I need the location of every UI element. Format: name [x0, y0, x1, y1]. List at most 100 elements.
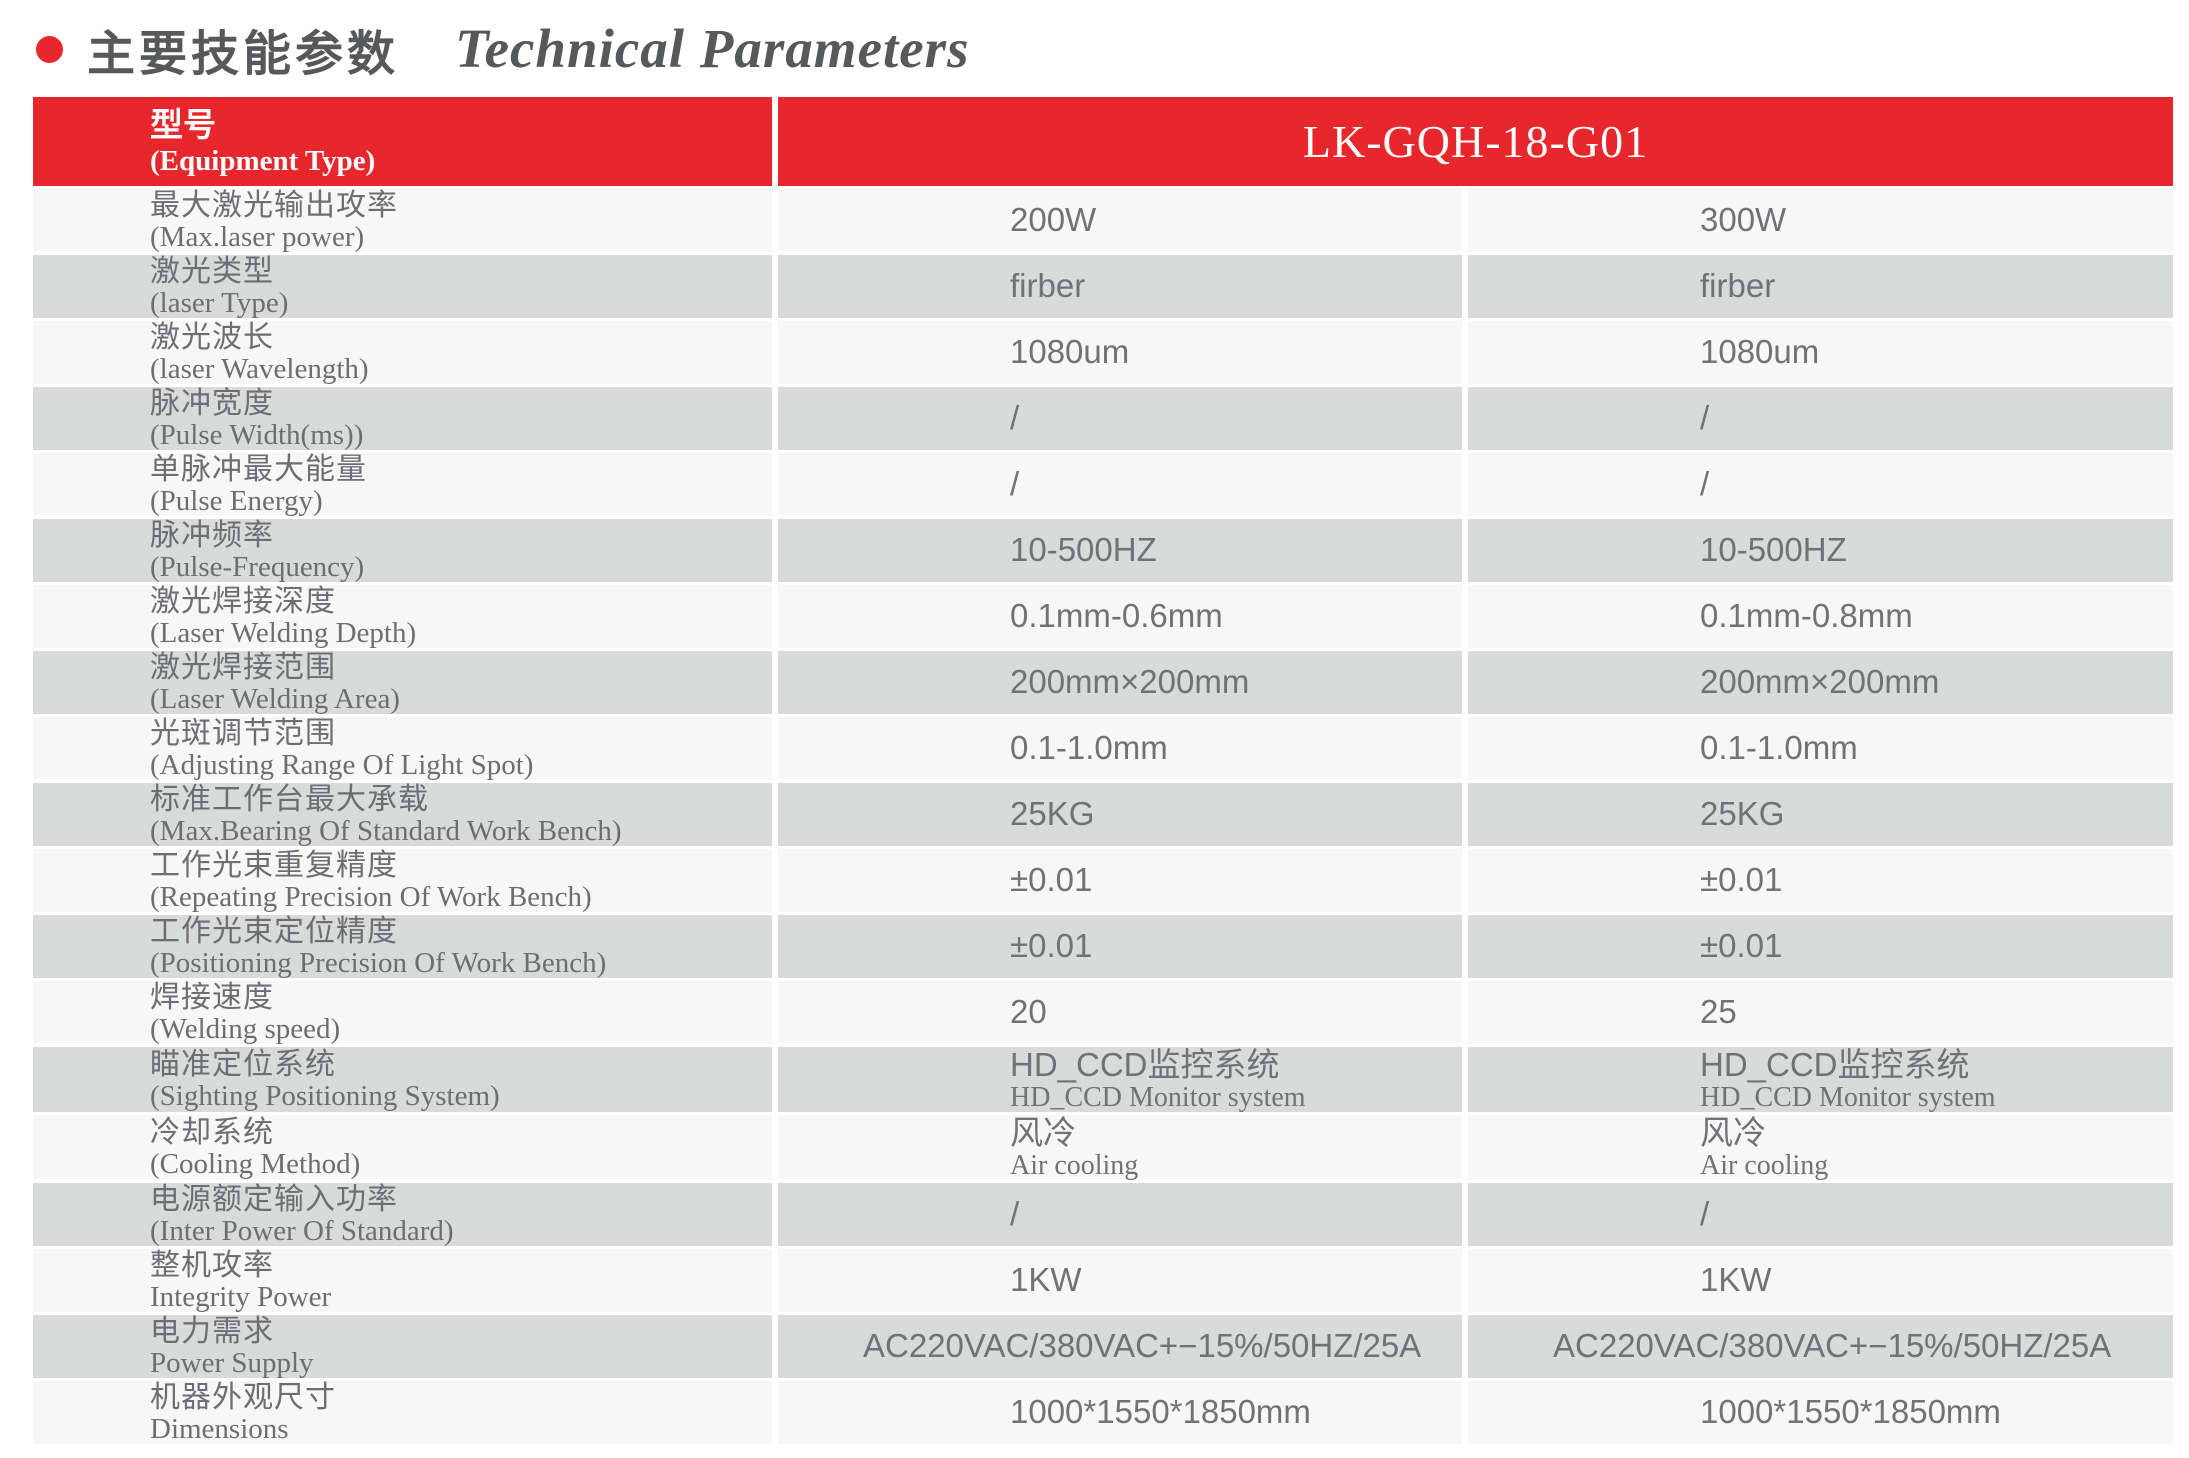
param-label-zh: 标准工作台最大承载	[150, 782, 429, 816]
param-label-en: (laser Type)	[150, 286, 289, 319]
table-row: 激光焊接范围 (Laser Welding Area) 200mm×200mm 200…	[33, 647, 2173, 715]
param-value-cell: ±0.01	[772, 911, 1465, 979]
table-row: 整机攻率 Integrity Power 1KW 1KW	[33, 1245, 2173, 1313]
param-label-zh: 电力需求	[150, 1314, 274, 1348]
param-value-cell: 风冷 Air cooling	[772, 1111, 1465, 1181]
param-label-cell: 整机攻率 Integrity Power	[33, 1245, 775, 1313]
red-bullet-icon	[36, 36, 63, 63]
section-title-en: Technical Parameters	[455, 18, 970, 79]
param-value-cell: 1000*1550*1850mm	[772, 1377, 1465, 1444]
header-label-zh: 型号	[150, 105, 216, 143]
param-value-cell: 25KG	[772, 779, 1465, 847]
param-value-text: 200W	[1010, 201, 1097, 238]
param-value-cell: 0.1-1.0mm	[772, 713, 1465, 781]
param-label-cell: 脉冲宽度 (Pulse Width(ms))	[33, 383, 775, 451]
param-value-cell: /	[1462, 383, 2173, 451]
param-label-zh: 电源额定输入功率	[150, 1182, 398, 1216]
param-value-cell: 10-500HZ	[1462, 515, 2173, 583]
table-row: 冷却系统 (Cooling Method) 风冷 Air cooling 风冷 Air c…	[33, 1111, 2173, 1181]
param-label-cell: 激光波长 (laser Wavelength)	[33, 317, 775, 385]
param-value-cell: 1000*1550*1850mm	[1462, 1377, 2173, 1444]
table-row: 标准工作台最大承载 (Max.Bearing Of Standard Work B…	[33, 779, 2173, 847]
param-value-text: firber	[1010, 267, 1086, 304]
param-label-cell: 机器外观尺寸 Dimensions	[33, 1377, 775, 1445]
param-value-cell: /	[772, 383, 1465, 451]
header-model-cell: LK-GQH-18-G01	[772, 97, 2173, 187]
param-label-cell: 电源额定输入功率 (Inter Power Of Standard)	[33, 1179, 775, 1247]
section-title-zh: 主要技能参数	[87, 27, 400, 81]
param-value-cell: /	[1462, 1179, 2173, 1247]
param-value-cell: /	[1462, 449, 2173, 517]
param-value-text: ±0.01	[1700, 927, 1783, 964]
param-value-text: 风冷	[1700, 1113, 1766, 1151]
param-value-text: firber	[1700, 267, 1776, 304]
param-value-cell: ±0.01	[1462, 845, 2173, 913]
param-value-cell: 0.1-1.0mm	[1462, 713, 2173, 781]
param-label-zh: 脉冲频率	[150, 518, 274, 552]
table-row: 激光波长 (laser Wavelength) 1080um 1080um	[33, 317, 2173, 385]
param-label-zh: 最大激光输出攻率	[150, 188, 398, 222]
table-row: 单脉冲最大能量 (Pulse Energy) / /	[33, 449, 2173, 517]
header-label-en: (Equipment Type)	[150, 144, 376, 177]
param-value-text: 200mm×200mm	[1010, 663, 1250, 700]
param-value-cell: ±0.01	[772, 845, 1465, 913]
param-value-text: /	[1700, 465, 1710, 502]
param-value-text: 0.1mm-0.6mm	[1010, 597, 1223, 634]
param-label-cell: 激光类型 (laser Type)	[33, 251, 775, 319]
param-label-zh: 焊接速度	[150, 980, 274, 1014]
table-row: 光斑调节范围 (Adjusting Range Of Light Spot) 0.1…	[33, 713, 2173, 781]
param-value-subtext: HD_CCD Monitor system	[1700, 1081, 1996, 1113]
param-label-en: (Repeating Precision Of Work Bench)	[150, 880, 592, 913]
param-value-cell: firber	[1462, 251, 2173, 319]
param-label-en: (Positioning Precision Of Work Bench)	[150, 946, 607, 979]
param-label-zh: 激光焊接深度	[150, 584, 336, 618]
param-label-en: (laser Wavelength)	[150, 352, 369, 385]
table-header-row: 型号 (Equipment Type) LK-GQH-18-G01	[33, 97, 2173, 187]
param-value-cell: 200W	[772, 185, 1465, 253]
param-label-en: (Max.laser power)	[150, 220, 365, 253]
param-value-cell: 0.1mm-0.6mm	[772, 581, 1465, 649]
param-label-cell: 激光焊接范围 (Laser Welding Area)	[33, 647, 775, 715]
param-label-cell: 单脉冲最大能量 (Pulse Energy)	[33, 449, 775, 517]
param-value-cell: 1KW	[1462, 1245, 2173, 1313]
param-value-cell: 10-500HZ	[772, 515, 1465, 583]
param-value-cell: ±0.01	[1462, 911, 2173, 979]
param-label-en: (Pulse Energy)	[150, 484, 323, 517]
table-row: 工作光束重复精度 (Repeating Precision Of Work Ben…	[33, 845, 2173, 913]
param-value-subtext: Air cooling	[1700, 1149, 1829, 1181]
param-label-cell: 脉冲频率 (Pulse-Frequency)	[33, 515, 775, 583]
param-label-en: (Adjusting Range Of Light Spot)	[150, 748, 534, 781]
param-label-en: (Welding speed)	[150, 1012, 341, 1045]
param-value-cell: 25KG	[1462, 779, 2173, 847]
param-value-text: AC220VAC/380VAC+−15%/50HZ/25A	[863, 1327, 1422, 1364]
param-label-cell: 瞄准定位系统 (Sighting Positioning System)	[33, 1043, 775, 1113]
param-value-cell: /	[772, 1179, 1465, 1247]
table-row: 脉冲宽度 (Pulse Width(ms)) / /	[33, 383, 2173, 451]
param-value-text: HD_CCD监控系统	[1010, 1045, 1280, 1083]
param-value-text: 0.1-1.0mm	[1700, 729, 1858, 766]
section-title: 主要技能参数 Technical Parameters	[0, 0, 2189, 97]
param-label-zh: 整机攻率	[150, 1248, 274, 1282]
param-label-en: (Max.Bearing Of Standard Work Bench)	[150, 814, 622, 847]
parameters-table: 型号 (Equipment Type) LK-GQH-18-G01 最大激光输出…	[33, 97, 2173, 1444]
param-value-text: 25	[1700, 993, 1737, 1030]
param-label-en: (Inter Power Of Standard)	[150, 1214, 454, 1247]
param-label-en: Dimensions	[150, 1412, 289, 1445]
param-label-zh: 激光焊接范围	[150, 650, 336, 684]
param-label-zh: 工作光束定位精度	[150, 914, 398, 948]
param-label-en: (Sighting Positioning System)	[150, 1079, 500, 1112]
table-row: 瞄准定位系统 (Sighting Positioning System) HD_CC…	[33, 1043, 2173, 1113]
param-label-cell: 标准工作台最大承载 (Max.Bearing Of Standard Work B…	[33, 779, 775, 847]
param-value-text: 10-500HZ	[1700, 531, 1847, 568]
param-value-cell: 1KW	[772, 1245, 1465, 1313]
param-label-zh: 光斑调节范围	[150, 716, 336, 750]
param-value-subtext: Air cooling	[1010, 1149, 1139, 1181]
param-value-text: 0.1mm-0.8mm	[1700, 597, 1913, 634]
param-label-en: Power Supply	[150, 1346, 314, 1379]
param-value-text: /	[1700, 1195, 1710, 1232]
param-label-en: (Laser Welding Area)	[150, 682, 400, 715]
param-label-zh: 工作光束重复精度	[150, 848, 398, 882]
table-row: 最大激光输出攻率 (Max.laser power) 200W 300W	[33, 185, 2173, 253]
param-value-text: ±0.01	[1010, 861, 1093, 898]
